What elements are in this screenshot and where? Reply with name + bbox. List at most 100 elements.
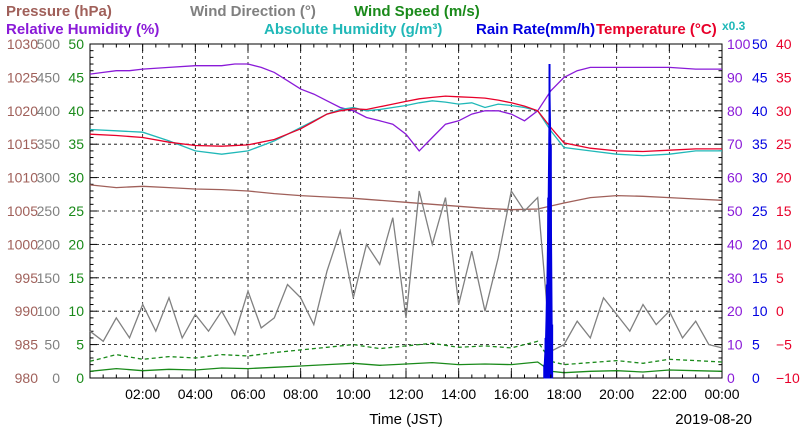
relative-humidity-line — [89, 63, 722, 152]
temperature-tick-label: 0 — [776, 303, 784, 319]
wind-direction-tick-label: 250 — [37, 203, 61, 219]
relative-humidity-tick-label: 80 — [727, 103, 743, 119]
x-tick-label: 00:00 — [704, 386, 739, 402]
temperature-tick-label: 20 — [776, 170, 792, 186]
relative-humidity-tick-label: 90 — [727, 69, 743, 85]
wind-speed-tick-label: 25 — [68, 203, 84, 219]
absolute-humidity-line — [89, 100, 722, 157]
temperature-tick-label: 35 — [776, 69, 792, 85]
legend-relative-humidity: Relative Humidity (%) — [6, 21, 159, 38]
pressure-tick-label: 1020 — [7, 103, 38, 119]
wind-direction-tick-label: 400 — [37, 103, 61, 119]
left-axes: 1030102510201015101010051000995990985980… — [7, 36, 97, 386]
rain-rate-tick-label: 45 — [752, 69, 768, 85]
x-tick-label: 20:00 — [599, 386, 634, 402]
temperature-tick-label: −10 — [776, 370, 800, 386]
pressure-tick-label: 1005 — [7, 203, 38, 219]
wind-speed-tick-label: 40 — [68, 103, 84, 119]
wind-direction-tick-label: 150 — [37, 270, 61, 286]
wind-speed-line — [89, 340, 723, 366]
temperature-line — [89, 95, 722, 153]
rain-rate-tick-label: 20 — [752, 236, 768, 252]
rain-rate-tick-label: 0 — [752, 370, 760, 386]
rain-rate-tick-label: 25 — [752, 203, 768, 219]
x-tick-label: 22:00 — [652, 386, 687, 402]
x-tick-label: 02:00 — [125, 386, 160, 402]
relative-humidity-tick-label: 10 — [727, 337, 743, 353]
wind-direction-line — [89, 189, 723, 353]
rain-rate-tick-label: 5 — [752, 337, 760, 353]
pressure-tick-label: 985 — [15, 337, 39, 353]
rain-rate-tick-label: 40 — [752, 103, 768, 119]
temperature-tick-label: 5 — [776, 270, 784, 286]
wind-direction-tick-label: 350 — [37, 136, 61, 152]
legend-wind-speed: Wind Speed (m/s) — [354, 3, 480, 20]
x-tick-label: 10:00 — [336, 386, 371, 402]
legend-rain-rate: Rain Rate(mm/h) — [476, 21, 595, 38]
rain-rate-tick-label: 30 — [752, 170, 768, 186]
temperature-tick-label: 15 — [776, 203, 792, 219]
x-tick-label: 06:00 — [230, 386, 265, 402]
wind-direction-tick-label: 100 — [37, 303, 61, 319]
temperature-tick-label: −5 — [776, 337, 792, 353]
relative-humidity-tick-label: 70 — [727, 136, 743, 152]
x-tick-label: 04:00 — [178, 386, 213, 402]
date-label: 2019-08-20 — [675, 411, 752, 428]
pressure-tick-label: 1025 — [7, 69, 38, 85]
x-tick-label: 18:00 — [546, 386, 581, 402]
wind-direction-tick-label: 0 — [52, 370, 60, 386]
wind-direction-tick-label: 300 — [37, 170, 61, 186]
pressure-tick-label: 1030 — [7, 36, 38, 52]
wind-speed-tick-label: 0 — [76, 370, 84, 386]
wind-speed-tick-label: 15 — [68, 270, 84, 286]
legend-pressure: Pressure (hPa) — [6, 3, 112, 20]
rain-scale-note: x0.3 — [722, 19, 746, 33]
temperature-tick-label: 10 — [776, 236, 792, 252]
temperature-tick-label: 30 — [776, 103, 792, 119]
rain-rate-tick-label: 15 — [752, 270, 768, 286]
right-axes: 1009080706050403020100504540353025201510… — [715, 36, 800, 386]
wind-speed-tick-label: 10 — [68, 303, 84, 319]
pressure-tick-label: 1015 — [7, 136, 38, 152]
legend-wind-direction: Wind Direction (°) — [190, 3, 316, 20]
wind-speed-tick-label: 45 — [68, 69, 84, 85]
pressure-tick-label: 1000 — [7, 236, 38, 252]
x-tick-label: 14:00 — [441, 386, 476, 402]
relative-humidity-tick-label: 20 — [727, 303, 743, 319]
wind-direction-tick-label: 200 — [37, 236, 61, 252]
series-layer — [89, 63, 723, 379]
wind-direction-tick-label: 450 — [37, 69, 61, 85]
legend: Pressure (hPa) Wind Direction (°) Wind Spe… — [6, 3, 746, 38]
rain-rate-tick-label: 50 — [752, 36, 768, 52]
pressure-tick-label: 990 — [15, 303, 39, 319]
x-tick-label: 12:00 — [388, 386, 423, 402]
x-axis: 02:00 04:00 06:00 08:00 10:00 12:00 14:00 16:00… — [89, 44, 740, 402]
rain-rate-tick-label: 35 — [752, 136, 768, 152]
pressure-tick-label: 1010 — [7, 170, 38, 186]
wind-speed-mean-line — [89, 361, 723, 374]
pressure-line — [89, 184, 723, 211]
temperature-tick-label: 40 — [776, 36, 792, 52]
wind-speed-tick-label: 50 — [68, 36, 84, 52]
wind-speed-tick-label: 35 — [68, 136, 84, 152]
wind-speed-tick-label: 20 — [68, 236, 84, 252]
relative-humidity-tick-label: 30 — [727, 270, 743, 286]
wind-speed-tick-label: 30 — [68, 170, 84, 186]
x-axis-label: Time (JST) — [369, 411, 443, 428]
wind-speed-tick-label: 5 — [76, 337, 84, 353]
relative-humidity-tick-label: 40 — [727, 236, 743, 252]
rain-rate-tick-label: 10 — [752, 303, 768, 319]
pressure-tick-label: 980 — [15, 370, 39, 386]
legend-absolute-humidity: Absolute Humidity (g/m³) — [264, 21, 442, 38]
grid — [90, 44, 722, 378]
x-tick-label: 08:00 — [283, 386, 318, 402]
temperature-tick-label: 25 — [776, 136, 792, 152]
wind-direction-tick-label: 500 — [37, 36, 61, 52]
relative-humidity-tick-label: 0 — [727, 370, 735, 386]
legend-temperature: Temperature (°C) — [596, 21, 717, 38]
relative-humidity-tick-label: 100 — [727, 36, 751, 52]
wind-direction-tick-label: 50 — [44, 337, 60, 353]
relative-humidity-tick-label: 50 — [727, 203, 743, 219]
pressure-tick-label: 995 — [15, 270, 39, 286]
